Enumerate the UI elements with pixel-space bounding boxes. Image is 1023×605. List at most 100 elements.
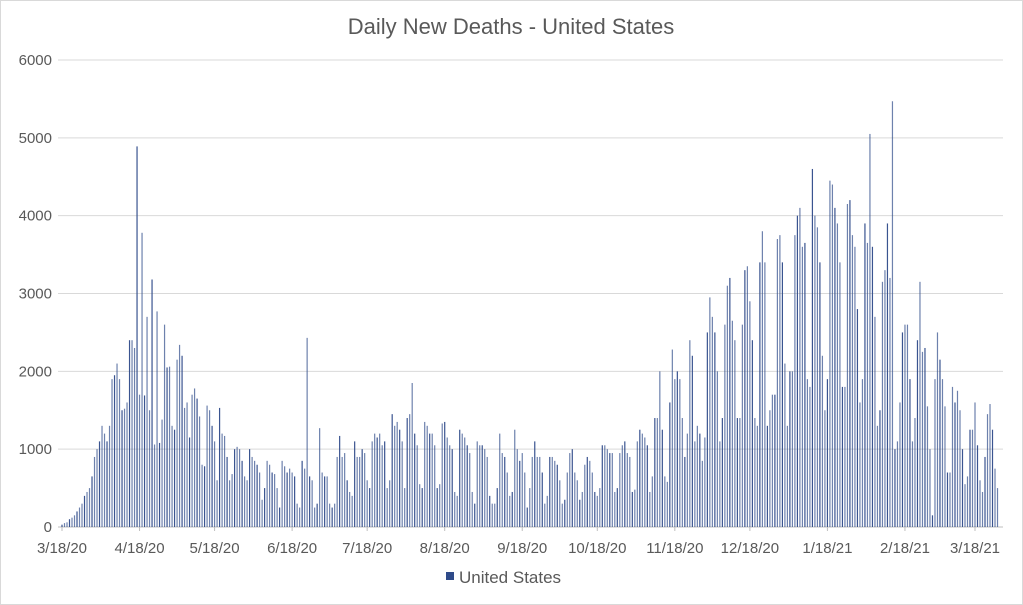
bar (113, 375, 116, 527)
bar (291, 472, 293, 527)
bar (178, 344, 181, 527)
bar (796, 215, 799, 527)
bar (244, 476, 246, 527)
bar (971, 429, 974, 527)
bar (841, 386, 844, 527)
legend-swatch (446, 572, 454, 580)
bar (339, 435, 341, 527)
bar (899, 402, 901, 527)
x-tick-label: 2/18/21 (880, 540, 930, 557)
bar (279, 507, 281, 527)
bar (816, 227, 819, 527)
bar (541, 472, 543, 527)
bar (233, 449, 236, 527)
bar (399, 429, 401, 527)
bar (206, 405, 208, 527)
bar (461, 433, 463, 527)
bar (73, 515, 76, 527)
bar (906, 324, 909, 527)
bar (514, 429, 516, 527)
bar (316, 503, 318, 527)
bar (726, 285, 728, 527)
bar (86, 491, 88, 527)
bar (789, 371, 791, 527)
bar (551, 456, 553, 527)
bar (631, 491, 633, 527)
bar (764, 262, 766, 527)
y-tick-label: 0 (44, 519, 52, 536)
bar (744, 270, 746, 527)
bar (259, 472, 261, 527)
bar (264, 488, 266, 527)
bar (826, 379, 829, 527)
bar (679, 379, 681, 527)
bar (314, 507, 316, 527)
bar (486, 456, 488, 527)
bar (501, 453, 503, 527)
y-tick-label: 1000 (19, 441, 52, 458)
bar (376, 437, 378, 527)
bar (951, 386, 954, 527)
bar (739, 418, 741, 527)
bar (83, 495, 86, 527)
bar (459, 429, 461, 527)
bar (186, 402, 188, 527)
bar (644, 437, 646, 527)
bar (629, 456, 631, 527)
bar (449, 445, 451, 527)
bar (451, 449, 453, 527)
bar (216, 480, 218, 527)
bar (96, 449, 98, 527)
bar (256, 464, 258, 527)
bar (251, 456, 253, 527)
bar (876, 425, 879, 527)
bar (401, 441, 403, 527)
bar (324, 476, 326, 527)
bar (596, 495, 598, 527)
bar (349, 491, 351, 527)
bar (271, 472, 273, 527)
bar (606, 449, 608, 527)
bar (754, 418, 756, 527)
bar (506, 472, 508, 527)
bar (694, 441, 696, 527)
bar (756, 425, 758, 527)
bar (464, 437, 466, 527)
bar (734, 340, 736, 527)
y-tick-label: 3000 (19, 286, 52, 303)
bar (441, 423, 443, 527)
bar (374, 433, 376, 527)
bar (526, 507, 528, 527)
bar (546, 495, 548, 527)
x-tick-label: 6/18/20 (267, 540, 317, 557)
bar (141, 232, 143, 528)
bar (133, 347, 136, 527)
bar (736, 418, 738, 527)
bar (871, 246, 874, 528)
bar (281, 460, 283, 527)
x-tick-label: 12/18/20 (721, 540, 779, 557)
bar (884, 270, 886, 527)
bar (794, 235, 796, 527)
bar (531, 456, 533, 527)
bar (311, 480, 313, 527)
bar (799, 207, 801, 527)
bar (266, 460, 268, 527)
bar (649, 491, 651, 527)
bar (969, 429, 971, 527)
bar (131, 340, 133, 527)
bar (651, 476, 653, 527)
bar (724, 324, 726, 527)
bar (911, 441, 914, 527)
y-tick-label: 5000 (19, 130, 52, 147)
legend-label: United States (459, 568, 561, 587)
bar (191, 394, 193, 527)
bar (106, 441, 108, 527)
bar (611, 453, 613, 527)
bar (93, 456, 96, 527)
bar (934, 379, 936, 527)
bar (491, 503, 493, 527)
bar (534, 441, 536, 527)
bar (741, 324, 743, 527)
bar (68, 519, 71, 527)
